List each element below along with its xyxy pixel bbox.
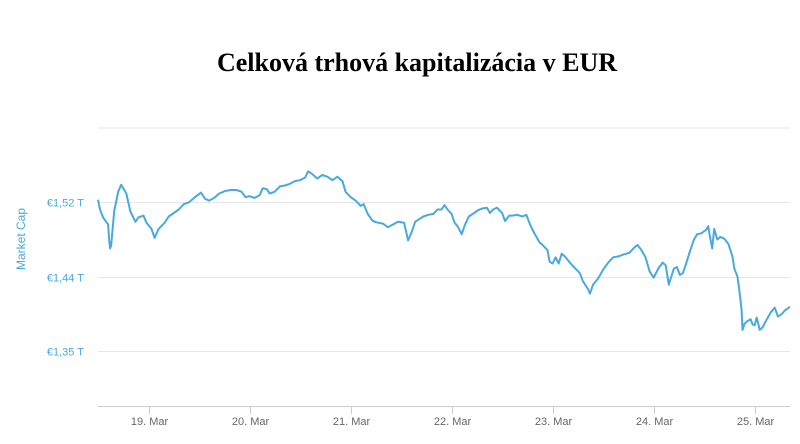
x-tick-label: 25. Mar <box>737 416 775 428</box>
y-tick-label: €1,52 T <box>47 198 84 210</box>
y-tick-label: €1,44 T <box>47 273 84 285</box>
y-tick-label: €1,35 T <box>47 347 84 359</box>
x-tick-label: 21. Mar <box>333 416 371 428</box>
chart-title: Celková trhová kapitalizácia v EUR <box>216 48 618 77</box>
series-line <box>97 170 791 331</box>
x-tick-label: 24. Mar <box>636 416 674 428</box>
x-tick-label: 20. Mar <box>232 416 270 428</box>
x-tick-label: 19. Mar <box>131 416 169 428</box>
x-tick-label: 22. Mar <box>434 416 472 428</box>
x-tick-label: 23. Mar <box>535 416 573 428</box>
